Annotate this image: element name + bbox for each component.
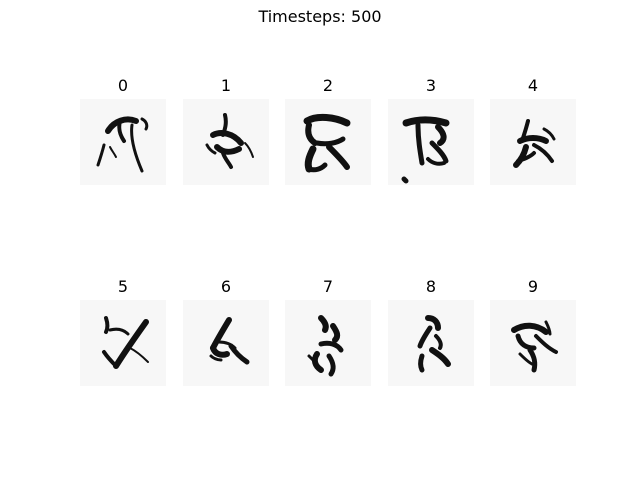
sample-panel-2: 2 <box>285 76 371 185</box>
sample-label: 8 <box>425 277 437 296</box>
sample-label: 3 <box>425 76 437 95</box>
generated-digit-image <box>490 99 576 185</box>
sample-label: 9 <box>527 277 539 296</box>
generated-digit-image <box>80 99 166 185</box>
sample-label: 7 <box>322 277 334 296</box>
sample-panel-6: 6 <box>183 277 269 386</box>
generated-digit-image <box>285 99 371 185</box>
sample-label: 4 <box>527 76 539 95</box>
sample-panel-5: 5 <box>80 277 166 386</box>
generated-digit-image <box>285 300 371 386</box>
generated-digit-image <box>183 300 269 386</box>
sample-panel-3: 3 <box>388 76 474 185</box>
sample-label: 1 <box>220 76 232 95</box>
sample-label: 6 <box>220 277 232 296</box>
sample-panel-8: 8 <box>388 277 474 386</box>
generated-digit-image <box>183 99 269 185</box>
sample-label: 5 <box>117 277 129 296</box>
sample-panel-1: 1 <box>183 76 269 185</box>
sample-label: 0 <box>117 76 129 95</box>
generated-digit-image <box>490 300 576 386</box>
sample-panel-4: 4 <box>490 76 576 185</box>
sample-label: 2 <box>322 76 334 95</box>
generated-digit-image <box>388 300 474 386</box>
sample-panel-9: 9 <box>490 277 576 386</box>
sample-panel-0: 0 <box>80 76 166 185</box>
generated-digit-image <box>80 300 166 386</box>
generated-digit-image <box>388 99 474 185</box>
sample-panel-7: 7 <box>285 277 371 386</box>
figure-title: Timesteps: 500 <box>258 7 382 26</box>
